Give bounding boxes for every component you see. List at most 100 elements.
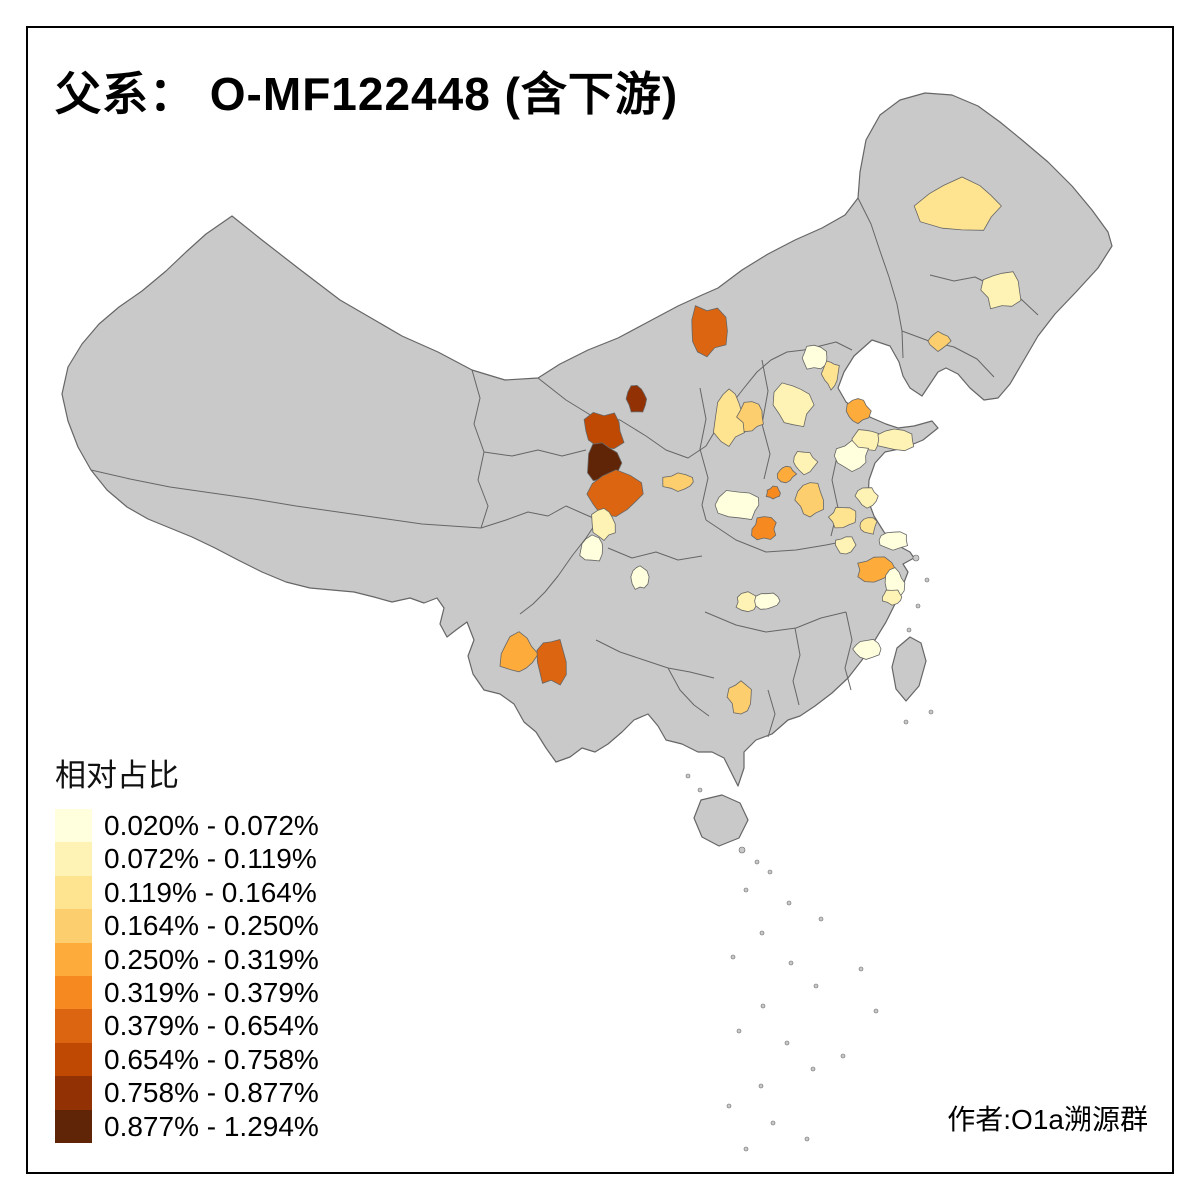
- map-region: jiangsu — 0.119% - 0.164%: [859, 517, 878, 535]
- map-region: tianjin — 0.119% - 0.164%: [820, 360, 840, 391]
- legend-swatch: [55, 975, 92, 1010]
- map-region: henan — 0.319% - 0.379%: [751, 516, 777, 541]
- islet: [804, 1136, 810, 1142]
- map-region: shanxi — 0.119% - 0.164%: [712, 388, 746, 448]
- islet: [726, 1103, 732, 1109]
- legend-item: 0.379% - 0.654%: [55, 1009, 319, 1043]
- islet: [873, 1008, 879, 1014]
- islet: [818, 916, 824, 922]
- province-border: [667, 667, 710, 717]
- map-region: henan — 0.020% - 0.072%: [714, 490, 760, 520]
- legend-item: 0.072% - 0.119%: [55, 842, 319, 876]
- province-border: [607, 547, 703, 561]
- islet: [743, 887, 749, 893]
- legend-item: 0.758% - 0.877%: [55, 1076, 319, 1110]
- islet: [784, 1040, 790, 1046]
- map-region: anhui — 0.164% - 0.250%: [794, 482, 824, 518]
- province-border: [705, 519, 852, 553]
- islet: [754, 859, 760, 865]
- legend-item: 0.654% - 0.758%: [55, 1042, 319, 1077]
- map-region: gansu — 0.379% - 0.654%: [586, 469, 644, 517]
- islet: [858, 966, 864, 972]
- map-region: jiangsu-north — 0.020% - 0.072%: [833, 439, 870, 473]
- legend-item: 0.250% - 0.319%: [55, 942, 319, 976]
- islet: [759, 930, 765, 936]
- islet: [924, 577, 930, 583]
- map-region: qinghai — 0.020% - 0.072%: [579, 534, 604, 562]
- legend-swatch: [55, 1109, 92, 1143]
- map-region: shandong — 0.250% - 0.319%: [845, 398, 872, 425]
- map-region: zhejiang — 0.072% - 0.119%: [882, 589, 903, 606]
- legend-label: 0.319% - 0.379%: [104, 976, 319, 1008]
- islet: [738, 846, 746, 854]
- islet: [903, 719, 909, 725]
- province-borders: [90, 197, 1039, 738]
- province-border: [767, 689, 776, 738]
- mainland-outline: [61, 92, 1113, 787]
- islet: [928, 709, 934, 715]
- islet: [760, 1003, 766, 1009]
- islet: [786, 900, 792, 906]
- province-border: [480, 505, 599, 529]
- legend-label: 0.072% - 0.119%: [104, 843, 317, 875]
- province-border: [699, 387, 709, 521]
- map-region: anhui — 0.072% - 0.119%: [793, 451, 819, 476]
- province-border: [844, 611, 853, 691]
- map-region: shaanxi — 0.164% - 0.250%: [662, 472, 694, 492]
- islet: [915, 603, 921, 609]
- legend-swatch: [55, 809, 92, 843]
- province-border: [595, 639, 715, 679]
- map-region: fujian — 0.020% - 0.072%: [852, 638, 882, 660]
- legend-item: 0.877% - 1.294%: [55, 1109, 319, 1143]
- page-title: 父系： O-MF122448 (含下游): [55, 68, 679, 120]
- islet: [743, 1146, 749, 1152]
- map-region: yunnan — 0.250% - 0.319%: [499, 631, 539, 673]
- legend-swatch: [55, 1009, 92, 1043]
- map-region: gansu — 0.654% - 0.758%: [583, 411, 625, 450]
- islet: [730, 954, 736, 960]
- legend-swatch: [55, 842, 92, 876]
- legend-swatch: [55, 875, 92, 910]
- islet: [770, 1120, 776, 1126]
- legend-label: 0.654% - 0.758%: [104, 1043, 319, 1075]
- map-region: guangxi — 0.164% - 0.250%: [726, 680, 752, 715]
- landmass: [61, 92, 1113, 847]
- map-region: shandong — 0.072% - 0.119%: [851, 429, 883, 451]
- map-region: northeast — 0.119% - 0.164%: [913, 176, 1002, 231]
- legend-label: 0.250% - 0.319%: [104, 943, 319, 975]
- map-region: jiangsu — 0.072% - 0.119%: [854, 487, 879, 509]
- choropleth-regions: northeast — 0.119% - 0.164% northeast — 0…: [499, 176, 1022, 715]
- islet: [767, 869, 773, 875]
- islet: [813, 983, 819, 989]
- map-region: shanxi — 0.164% - 0.250%: [736, 401, 764, 433]
- map-region: ningxia — 0.758% - 0.877%: [625, 384, 648, 413]
- map-region: northeast — 0.164% - 0.250%: [927, 330, 952, 353]
- legend-title: 相对占比: [55, 758, 179, 793]
- legend-label: 0.379% - 0.654%: [104, 1010, 319, 1042]
- map-region: inner-mongolia — 0.379% - 0.654%: [691, 305, 728, 358]
- legend-label: 0.164% - 0.250%: [104, 910, 319, 942]
- map-region: shandong — 0.072% - 0.119%: [876, 428, 915, 452]
- islet: [788, 960, 794, 966]
- islet: [697, 787, 703, 793]
- taiwan-island: [891, 636, 927, 702]
- map-region: sichuan — 0.020% - 0.072%: [630, 565, 650, 590]
- islet: [685, 773, 691, 779]
- map-region: hubei — 0.072% - 0.119%: [735, 591, 760, 613]
- islet: [912, 554, 920, 562]
- legend-label: 0.758% - 0.877%: [104, 1077, 319, 1109]
- legend-item: 0.164% - 0.250%: [55, 909, 319, 943]
- map-region: hubei — 0.020% - 0.072%: [754, 592, 781, 610]
- province-border: [519, 519, 599, 615]
- map-region: hebei — 0.072% - 0.119%: [772, 382, 815, 428]
- islet: [736, 1028, 742, 1034]
- legend-item: 0.020% - 0.072%: [55, 809, 319, 843]
- map-region: henan — 0.250% - 0.319%: [776, 465, 798, 484]
- province-border: [792, 627, 801, 706]
- legend-label: 0.877% - 1.294%: [104, 1110, 319, 1142]
- map-region: beijing — 0.020% - 0.072%: [801, 344, 828, 370]
- islet: [840, 1053, 846, 1059]
- province-border: [901, 330, 995, 378]
- legend-item: 0.319% - 0.379%: [55, 975, 319, 1010]
- legend: 相对占比 0.020% - 0.072% 0.072% - 0.119% 0.119…: [55, 750, 319, 1143]
